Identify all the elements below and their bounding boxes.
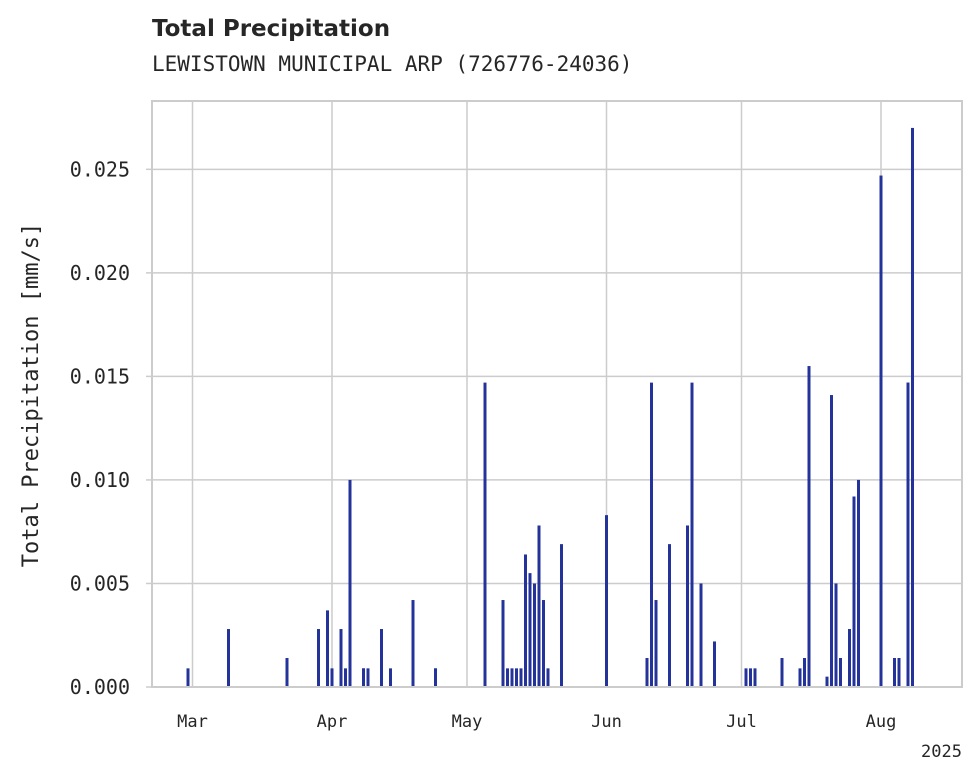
precip-bar (848, 629, 851, 687)
precip-bar (186, 668, 190, 687)
precip-bar (227, 629, 230, 687)
y-tick-label: 0.025 (70, 157, 130, 181)
y-tick-label: 0.005 (70, 571, 130, 595)
precip-bar (807, 366, 811, 687)
precip-bar (839, 658, 842, 687)
precip-bar (893, 658, 896, 687)
precip-bar (537, 525, 541, 687)
chart-title: Total Precipitation (152, 16, 391, 42)
precip-bar (411, 600, 415, 687)
precip-bar (879, 175, 883, 687)
precip-bar (690, 515, 694, 687)
precip-bar (533, 583, 536, 687)
precip-bar (434, 668, 437, 687)
y-tick-label: 0.000 (70, 675, 130, 699)
x-tick-label: Mar (177, 712, 208, 732)
precip-bar (285, 658, 289, 687)
precip-bar (830, 395, 833, 687)
precip-bar (348, 479, 352, 687)
precip-bar (560, 544, 563, 687)
precip-bar (668, 544, 671, 687)
precip-bar (528, 573, 532, 687)
precip-bar (380, 629, 383, 687)
precip-bar (519, 668, 523, 687)
precip-bar (546, 668, 550, 687)
precip-bar (897, 658, 901, 687)
precip-bar (542, 600, 545, 687)
precip-bar (753, 668, 757, 687)
y-tick-label: 0.015 (70, 364, 130, 388)
precip-bar (339, 629, 343, 687)
precip-bar (780, 658, 784, 687)
y-axis-label: Total Precipitation [mm/s] (19, 223, 44, 567)
precip-bar (825, 676, 829, 687)
precip-bar (506, 668, 509, 687)
precip-bar (362, 668, 365, 687)
x-tick-label: Aug (866, 712, 897, 732)
y-tick-label: 0.020 (70, 261, 130, 285)
x-tick-label: Apr (317, 712, 348, 732)
x-tick-labels: Mar Apr May Jun Jul Aug (177, 712, 896, 732)
precip-bar (344, 668, 347, 687)
precip-bar (528, 668, 532, 687)
y-tick-label: 0.010 (70, 468, 130, 492)
precip-bar (537, 658, 541, 687)
precip-bar (339, 668, 343, 687)
grid-lines (146, 101, 962, 688)
precip-bar (744, 668, 748, 687)
precip-bar (654, 600, 658, 687)
precip-bar (605, 515, 608, 687)
precip-bar (803, 658, 806, 687)
precip-bar (524, 610, 527, 687)
precip-bar (798, 668, 802, 687)
precip-bar (749, 668, 752, 687)
x-tick-label: May (452, 712, 483, 732)
precip-bar (515, 668, 518, 687)
precip-bar (713, 641, 716, 687)
precip-bar (686, 525, 689, 687)
precip-bar (510, 668, 514, 687)
precip-bar (317, 629, 320, 687)
chart-subtitle: LEWISTOWN MUNICIPAL ARP (726776-24036) (152, 52, 633, 76)
precip-bar (857, 479, 860, 687)
y-tick-labels: 0.000 0.005 0.010 0.015 0.020 0.025 (70, 157, 130, 699)
precip-bar (227, 668, 230, 687)
x-tick-label: Jun (591, 712, 622, 732)
x-axis-year-label: 2025 (921, 742, 962, 762)
precip-bar (389, 668, 392, 687)
precip-bar (483, 382, 487, 687)
precip-bar (366, 668, 370, 687)
x-tick-label: Jul (726, 712, 757, 732)
precip-bar (501, 600, 505, 687)
precip-bar (852, 554, 856, 687)
precip-bar (650, 525, 653, 687)
precip-bar (317, 668, 320, 687)
plot-frame (151, 100, 963, 688)
precip-bar (911, 668, 914, 687)
precip-bar (699, 583, 703, 687)
precip-bar (906, 382, 910, 687)
precip-bar (645, 658, 649, 687)
precip-bar (330, 668, 334, 687)
precip-bar (326, 610, 329, 687)
precip-bar (911, 127, 914, 688)
precip-bar (834, 583, 838, 687)
bar-series (186, 127, 914, 688)
